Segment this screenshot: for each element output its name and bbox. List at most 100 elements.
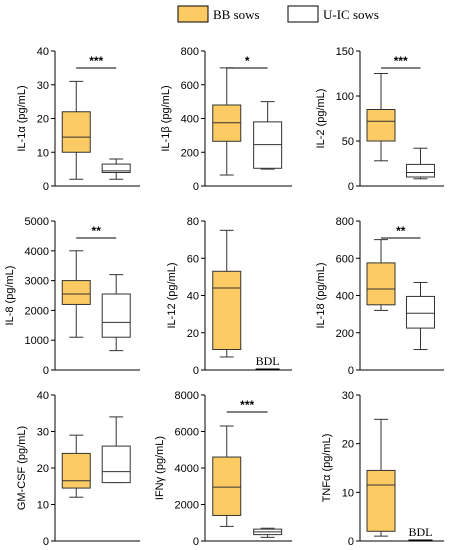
box-uic — [253, 101, 283, 170]
y-tick-label: 20 — [37, 463, 49, 475]
y-axis-label: TNFα (pg/mL) — [321, 434, 333, 503]
bdl-label: BDL — [256, 354, 280, 368]
y-tick-label: 30 — [37, 427, 49, 439]
box-bb — [212, 229, 242, 358]
box-iqr — [405, 295, 435, 329]
box-iqr — [61, 452, 91, 489]
panel-9: 0 10 20 30 TNFα (pg/mL) BDL — [321, 390, 444, 548]
y-tick-label: 80 — [187, 216, 199, 228]
y-tick-label: 20 — [37, 114, 49, 126]
y-tick-label: 2000 — [25, 305, 49, 317]
box-bb — [366, 73, 396, 162]
panel-5: 0 20 40 60 80 IL-12 (pg/mL) BDL — [166, 216, 292, 377]
y-tick-label: 0 — [193, 365, 199, 377]
y-tick-label: 40 — [187, 291, 199, 303]
y-axis-label: IL-18 (pg/mL) — [315, 262, 327, 328]
y-tick-label: 0 — [348, 536, 354, 548]
box-bb — [212, 67, 242, 176]
y-tick-label: 20 — [187, 328, 199, 340]
y-axis-label: IL-2 (pg/mL) — [315, 89, 327, 149]
y-tick-label: 800 — [181, 46, 199, 58]
significance-label: ** — [396, 224, 406, 238]
box-uic — [101, 416, 131, 484]
legend-swatch-uic — [287, 5, 319, 23]
box-bb — [61, 80, 91, 180]
y-axis-label: GM-CSF (pg/mL) — [16, 426, 28, 510]
y-tick-label: 150 — [336, 46, 354, 58]
box-bb — [366, 418, 396, 537]
y-tick-label: 60 — [187, 253, 199, 265]
box-uic — [253, 527, 283, 538]
box-bb — [61, 434, 91, 498]
box-iqr — [101, 293, 131, 338]
y-tick-label: 40 — [37, 46, 49, 58]
y-tick-label: 10 — [342, 487, 354, 499]
legend-label-bb: BB sows — [213, 7, 260, 22]
box-iqr — [61, 280, 91, 305]
box-bb — [212, 425, 242, 527]
y-tick-label: 50 — [342, 136, 354, 148]
significance-label: *** — [394, 54, 408, 68]
significance-label: * — [245, 54, 250, 68]
y-tick-label: 10 — [37, 147, 49, 159]
y-tick-label: 40 — [37, 390, 49, 402]
box-iqr — [366, 109, 396, 142]
y-tick-label: 10 — [37, 500, 49, 512]
panel-1: 0 10 20 30 40 IL-1α (pg/mL) *** — [16, 46, 140, 193]
box-iqr — [366, 262, 396, 306]
box-uic — [405, 281, 435, 351]
y-tick-label: 0 — [193, 536, 199, 548]
y-tick-label: 6000 — [175, 427, 199, 439]
y-tick-label: 800 — [336, 216, 354, 228]
y-tick-label: 4000 — [175, 463, 199, 475]
y-tick-label: 20 — [342, 439, 354, 451]
box-uic — [405, 147, 435, 180]
y-axis-label: IFNγ (pg/mL) — [154, 436, 166, 500]
significance-label: *** — [89, 54, 103, 68]
box-iqr — [212, 456, 242, 516]
box-iqr — [101, 163, 131, 173]
y-tick-label: 600 — [336, 253, 354, 265]
panel-6: 0 200 400 600 800 IL-18 (pg/mL) ** — [315, 216, 444, 377]
legend: BB sows U-IC sows — [177, 5, 379, 23]
y-axis-label: IL-8 (pg/mL) — [4, 266, 16, 326]
panel-7: 0 10 20 30 40 GM-CSF (pg/mL) — [16, 390, 140, 548]
y-tick-label: 600 — [181, 80, 199, 92]
box-uic — [101, 158, 131, 180]
y-tick-label: 400 — [336, 291, 354, 303]
y-tick-label: 400 — [181, 114, 199, 126]
y-tick-label: 8000 — [175, 390, 199, 402]
y-tick-label: 1000 — [25, 335, 49, 347]
box-uic — [101, 274, 131, 352]
bdl-label: BDL — [408, 525, 432, 539]
panel-8: 0 2000 4000 6000 8000 IFNγ (pg/mL) *** — [154, 390, 292, 548]
y-axis-label: IL-1α (pg/mL) — [16, 85, 28, 151]
panel-4: 0 1000 2000 3000 4000 5000 IL-8 (pg/mL) ** — [4, 216, 140, 377]
y-tick-label: 5000 — [25, 216, 49, 228]
box-iqr — [405, 163, 435, 178]
box-bb — [366, 239, 396, 311]
significance-label: ** — [92, 224, 102, 238]
y-tick-label: 0 — [43, 181, 49, 193]
significance-label: *** — [240, 398, 254, 412]
y-axis-label: IL-12 (pg/mL) — [166, 262, 178, 328]
y-tick-label: 30 — [342, 390, 354, 402]
box-iqr — [212, 270, 242, 351]
y-tick-label: 200 — [336, 328, 354, 340]
panel-2: 0 200 400 600 800 IL-1β (pg/mL) * — [160, 46, 292, 193]
y-tick-label: 0 — [43, 536, 49, 548]
box-iqr — [101, 445, 131, 484]
y-axis-label: IL-1β (pg/mL) — [160, 85, 172, 151]
y-tick-label: 3000 — [25, 276, 49, 288]
panel-3: 0 50 100 150 IL-2 (pg/mL) *** — [315, 46, 444, 193]
legend-swatch-bb — [177, 5, 209, 23]
y-tick-label: 200 — [181, 147, 199, 159]
y-tick-label: 100 — [336, 91, 354, 103]
box-iqr — [61, 111, 91, 153]
y-tick-label: 0 — [348, 365, 354, 377]
box-iqr — [366, 469, 396, 532]
y-tick-label: 0 — [43, 365, 49, 377]
box-bb — [61, 250, 91, 338]
